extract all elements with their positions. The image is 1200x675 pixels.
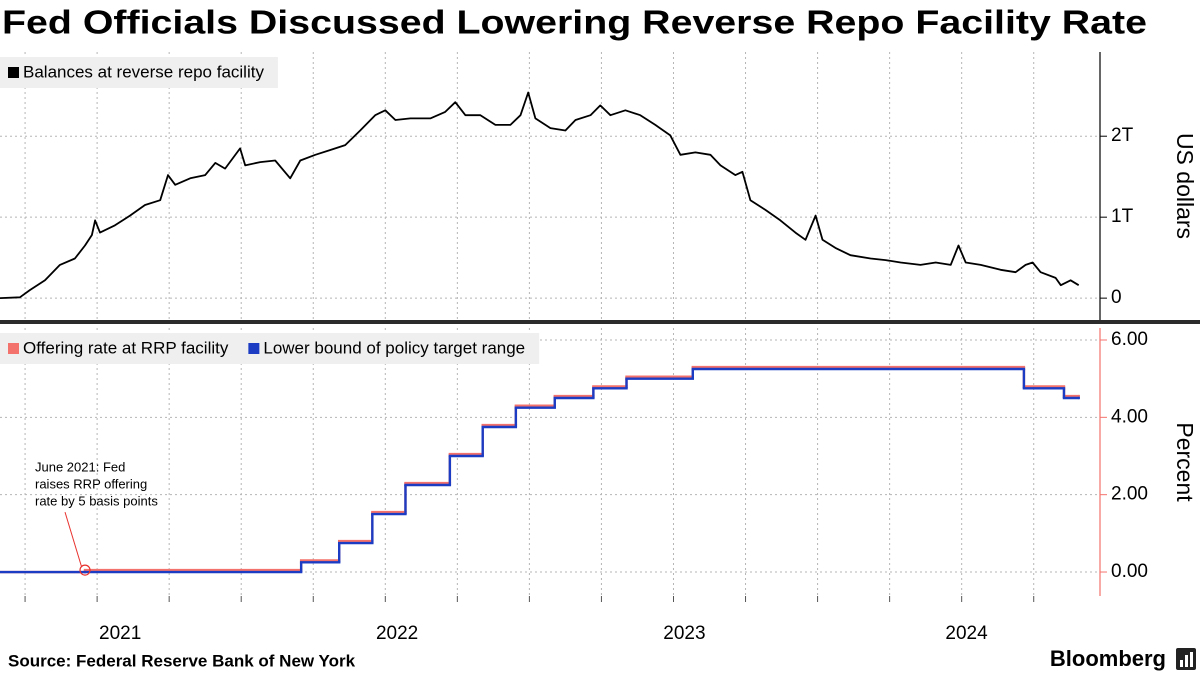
legend-background (0, 57, 278, 88)
annotation-text: rate by 5 basis points (35, 494, 158, 509)
y-tick-label: 6.00 (1111, 329, 1148, 350)
y-tick-label: 0 (1111, 287, 1122, 308)
x-tick-label: 2023 (663, 623, 705, 644)
brand: Bloomberg (1050, 646, 1166, 671)
annotation-marker (79, 564, 91, 576)
annotation-leader (64, 511, 82, 567)
x-tick-label: 2022 (376, 623, 418, 644)
legend-swatch (8, 67, 19, 78)
y-tick-label: 0.00 (1111, 561, 1148, 582)
y-axis-label: US dollars (1172, 133, 1198, 239)
source-note: Source: Federal Reserve Bank of New York (8, 651, 356, 670)
legend-swatch (8, 343, 19, 354)
annotation-text: June 2021: Fed (35, 460, 125, 475)
step-end (1077, 396, 1080, 400)
annotation-text: raises RRP offering (35, 477, 147, 492)
chart-title: Fed Officials Discussed Lowering Reverse… (2, 4, 1147, 41)
step-end (1077, 394, 1080, 398)
x-tick-label: 2024 (945, 623, 988, 644)
legend-label: Lower bound of policy target range (263, 338, 525, 357)
panel-separator (0, 320, 1200, 324)
y-axis-label: Percent (1172, 422, 1198, 502)
legend-background (0, 333, 540, 364)
legend-label: Balances at reverse repo facility (23, 62, 264, 81)
y-tick-label: 2.00 (1111, 484, 1148, 505)
series-line (0, 91, 1080, 299)
legend: Balances at reverse repo facility (0, 57, 278, 88)
y-tick-label: 1T (1111, 206, 1134, 227)
x-tick-label: 2021 (99, 623, 141, 644)
y-tick-label: 2T (1111, 125, 1134, 146)
legend-swatch (248, 343, 260, 354)
legend: Offering rate at RRP facility Lower bound… (0, 333, 540, 364)
legend-label: Offering rate at RRP facility (23, 338, 229, 357)
y-tick-label: 4.00 (1111, 406, 1148, 427)
brand-icon (1176, 648, 1196, 670)
